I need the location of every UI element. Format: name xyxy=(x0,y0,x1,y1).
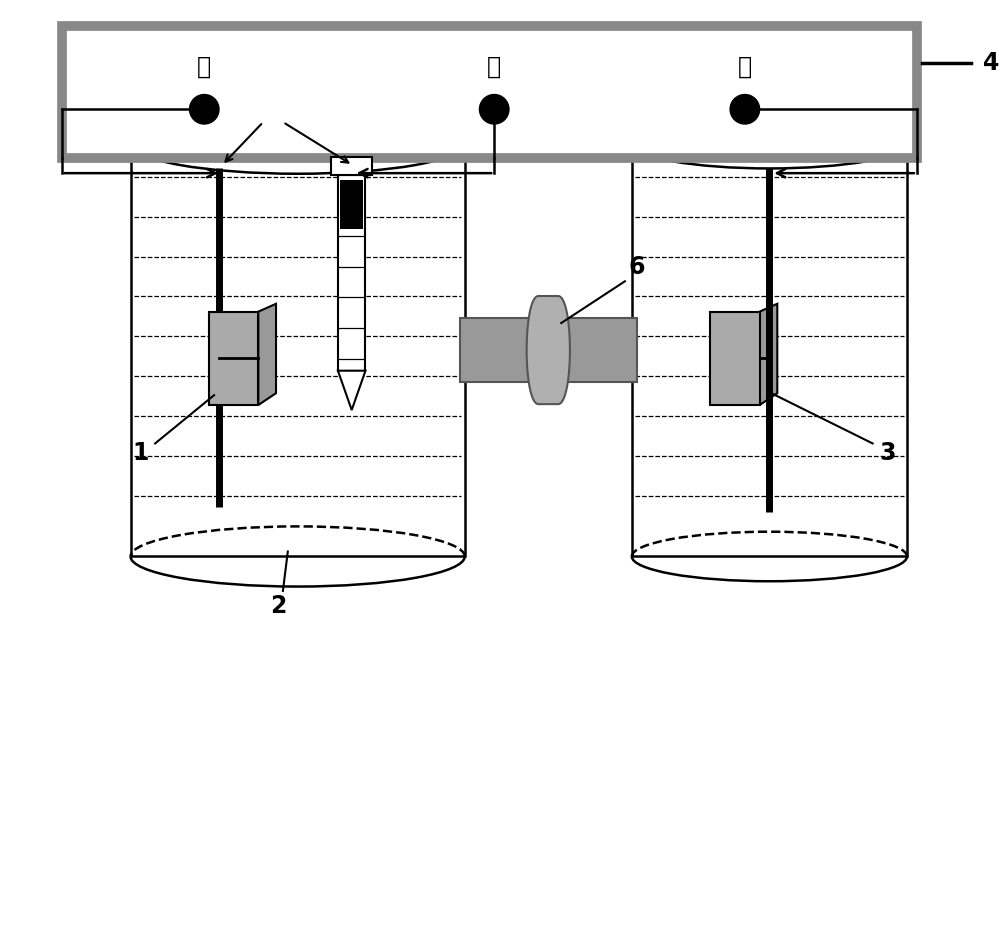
Bar xyxy=(338,175,365,371)
Ellipse shape xyxy=(632,119,907,169)
Text: 辅: 辅 xyxy=(738,55,752,79)
Circle shape xyxy=(479,95,509,124)
Polygon shape xyxy=(527,296,570,404)
Polygon shape xyxy=(258,304,276,405)
Ellipse shape xyxy=(131,113,465,174)
Text: 2: 2 xyxy=(270,594,286,617)
Polygon shape xyxy=(760,304,777,405)
Polygon shape xyxy=(338,371,365,410)
Bar xyxy=(460,318,637,382)
Bar xyxy=(209,311,258,405)
Polygon shape xyxy=(632,144,907,556)
Text: 4: 4 xyxy=(983,51,999,75)
Polygon shape xyxy=(131,144,465,556)
Text: 研: 研 xyxy=(197,55,211,79)
Circle shape xyxy=(730,95,760,124)
Circle shape xyxy=(190,95,219,124)
Text: 1: 1 xyxy=(132,441,149,465)
Bar xyxy=(710,311,760,405)
Text: 参: 参 xyxy=(487,55,501,79)
Text: 5: 5 xyxy=(245,102,262,127)
Text: 3: 3 xyxy=(879,441,896,465)
Bar xyxy=(340,180,363,229)
Text: 6: 6 xyxy=(628,254,645,279)
Bar xyxy=(331,158,372,175)
FancyBboxPatch shape xyxy=(62,25,917,159)
